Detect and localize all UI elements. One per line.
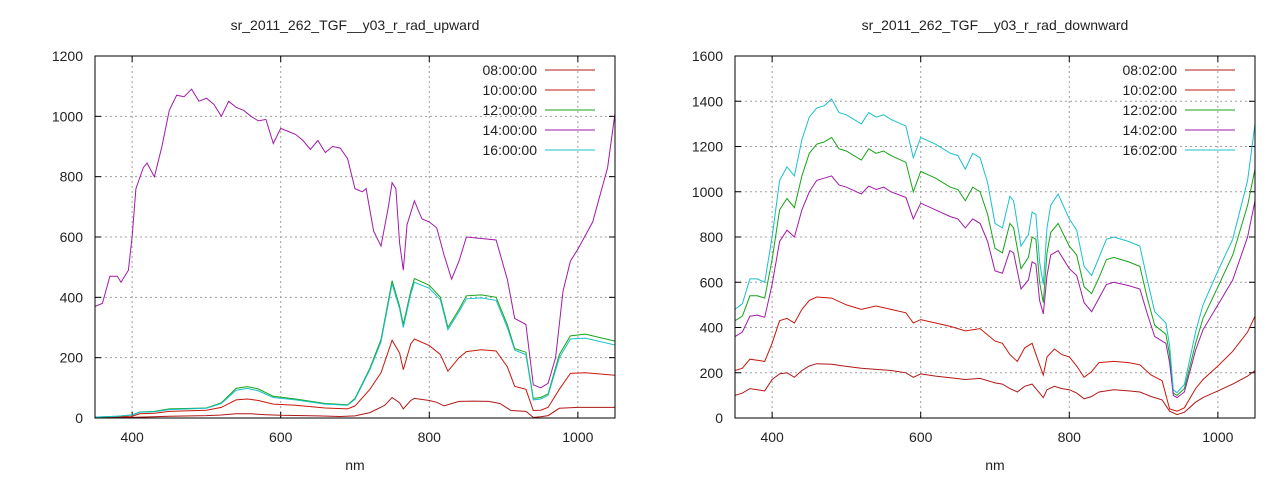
series-line-5 [95,281,615,418]
x-tick-label: 800 [1058,429,1082,445]
y-tick-label: 400 [60,289,84,305]
x-tick-label: 800 [418,429,442,445]
legend-label: 14:00:00 [483,122,538,138]
y-tick-label: 1400 [692,93,723,109]
legend: 08:02:00 10:02:00 12:02:00 14:02:00 16:02:00 [1123,62,1235,158]
x-tick-label: 600 [269,429,293,445]
x-tick-label: 1000 [1202,429,1233,445]
y-tick-label: 1200 [692,139,723,155]
legend-label: 08:00:00 [483,62,538,78]
y-tick-label: 200 [700,365,724,381]
legend-label: 12:00:00 [483,102,538,118]
y-tick-label: 0 [75,410,83,426]
x-tick-label: 1000 [562,429,593,445]
y-tick-label: 1600 [692,48,723,64]
series-line-1 [95,396,615,418]
y-tick-label: 800 [60,169,84,185]
x-tick-label: 400 [120,429,144,445]
chart-panel-1: sr_2011_262_TGF__y03_r_rad_upward 400 600 8… [52,17,616,473]
x-tick-label: 400 [760,429,784,445]
legend-label: 16:00:00 [483,142,538,158]
x-tick-label: 600 [909,429,933,445]
chart-panel-2: sr_2011_262_TGF__y03_r_rad_downward 400 60… [692,17,1256,473]
legend-label: 14:02:00 [1123,122,1178,138]
x-axis-label: nm [345,457,364,473]
y-tick-label: 1000 [692,184,723,200]
legend-label: 10:02:00 [1123,82,1178,98]
y-tick-label: 800 [700,229,724,245]
y-tick-label: 200 [60,350,84,366]
series-line-2 [735,296,1255,412]
y-tick-label: 400 [700,320,724,336]
series-line-4 [735,175,1255,399]
legend: 08:00:00 10:00:00 12:00:00 14:00:00 16:00:00 [483,62,595,158]
plot-frame [734,55,1256,419]
legend-label: 10:00:00 [483,82,538,98]
plot-frame [94,55,616,419]
legend-label: 08:02:00 [1123,62,1178,78]
chart-title: sr_2011_262_TGF__y03_r_rad_downward [862,17,1129,33]
series-line-3 [735,136,1255,397]
series-line-3 [95,277,615,418]
legend-label: 16:02:00 [1123,142,1178,158]
series-line-2 [95,338,615,418]
series-line-5 [735,98,1255,394]
legend-label: 12:02:00 [1123,102,1178,118]
y-tick-label: 600 [700,274,724,290]
x-axis-label: nm [985,457,1004,473]
y-tick-label: 600 [60,229,84,245]
y-tick-label: 1000 [52,108,83,124]
series-line-1 [735,363,1255,416]
chart-title: sr_2011_262_TGF__y03_r_rad_upward [231,17,480,33]
series-line-4 [95,88,615,389]
y-tick-label: 0 [715,410,723,426]
y-tick-label: 1200 [52,48,83,64]
